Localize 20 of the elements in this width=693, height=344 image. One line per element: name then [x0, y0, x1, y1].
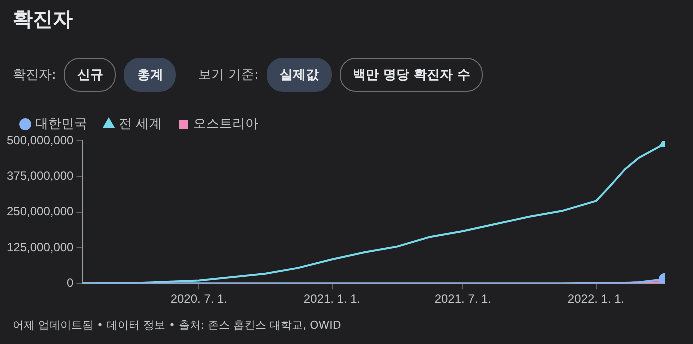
x-tick-label: 2021. 1. 1. [304, 292, 361, 306]
legend-label: 오스트리아 [194, 116, 259, 132]
x-tick-label: 2020. 7. 1. [170, 292, 228, 306]
text: 백만 명당 확진자 수 [340, 58, 484, 92]
y-tick-label: 125,000,000 [7, 240, 74, 254]
text: 확진자: [13, 67, 56, 84]
legend-label: 대한민국 [36, 116, 88, 132]
text: 신규 [64, 58, 116, 92]
x-tick-label: 2022. 1. 1. [568, 292, 625, 306]
chart-title: 확진자 [13, 6, 73, 33]
text: 실제값 [266, 58, 332, 92]
text: 총계 [124, 58, 176, 92]
text: 보기 기준: [198, 67, 259, 84]
y-tick-label: 250,000,000 [7, 204, 74, 219]
y-tick-label: 500,000,000 [7, 133, 74, 148]
text: 어제 업데이트됨 • 데이터 정보 • 출처: 존스 홉킨스 대학교, OWID [13, 318, 342, 333]
y-tick-label: 0 [67, 276, 74, 290]
y-tick-label: 375,000,000 [7, 168, 74, 183]
x-tick-label: 2021. 7. 1. [434, 292, 492, 306]
legend-label: 전 세계 [119, 116, 162, 132]
